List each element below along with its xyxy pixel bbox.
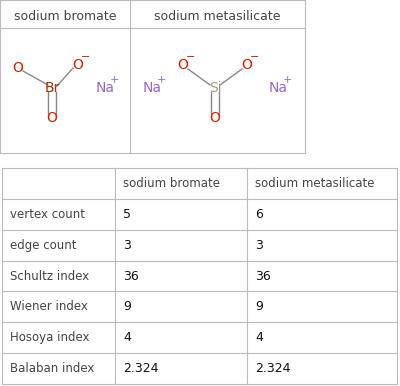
Text: −: −	[186, 52, 196, 62]
Text: Br: Br	[44, 81, 60, 95]
Text: Balaban index: Balaban index	[10, 362, 94, 375]
Text: 5: 5	[123, 208, 131, 221]
Text: O: O	[72, 58, 84, 72]
Text: 2.324: 2.324	[255, 362, 290, 375]
Text: −: −	[81, 52, 91, 62]
Text: 2.324: 2.324	[123, 362, 158, 375]
Text: sodium metasilicate: sodium metasilicate	[154, 10, 280, 22]
Text: O: O	[46, 111, 58, 125]
Text: 6: 6	[255, 208, 263, 221]
Text: Na: Na	[268, 81, 288, 95]
Text: sodium bromate: sodium bromate	[123, 177, 220, 190]
Text: O: O	[178, 58, 188, 72]
Text: sodium bromate: sodium bromate	[14, 10, 116, 22]
Text: +: +	[156, 75, 166, 85]
Text: 9: 9	[123, 300, 131, 313]
Text: O: O	[210, 111, 220, 125]
Text: Schultz index: Schultz index	[10, 269, 89, 283]
Text: O: O	[242, 58, 252, 72]
Text: 9: 9	[255, 300, 263, 313]
Text: −: −	[250, 52, 260, 62]
Text: 36: 36	[255, 269, 271, 283]
Text: vertex count: vertex count	[10, 208, 85, 221]
Text: Na: Na	[142, 81, 162, 95]
Text: edge count: edge count	[10, 239, 76, 252]
Text: 3: 3	[123, 239, 131, 252]
Text: Na: Na	[96, 81, 114, 95]
Text: +: +	[109, 75, 119, 85]
Text: Wiener index: Wiener index	[10, 300, 88, 313]
Text: Hosoya index: Hosoya index	[10, 331, 90, 344]
Text: 4: 4	[123, 331, 131, 344]
Text: Si: Si	[209, 81, 221, 95]
Text: 36: 36	[123, 269, 139, 283]
Text: 3: 3	[255, 239, 263, 252]
Text: 4: 4	[255, 331, 263, 344]
Text: sodium metasilicate: sodium metasilicate	[255, 177, 374, 190]
Text: O: O	[12, 61, 24, 75]
Text: +: +	[282, 75, 292, 85]
